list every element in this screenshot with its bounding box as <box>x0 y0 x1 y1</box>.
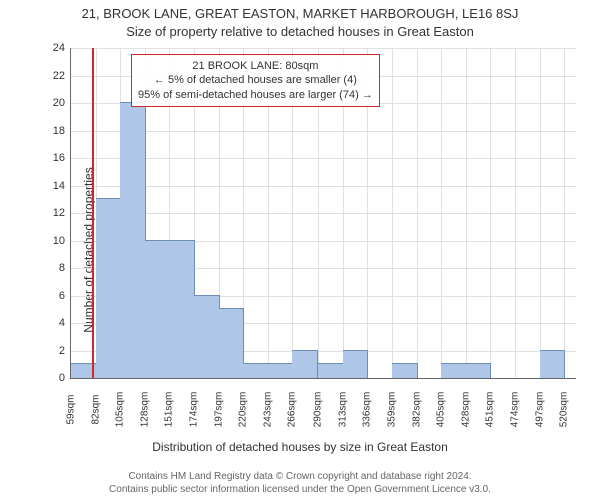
annotation-line-2: ← 5% of detached houses are smaller (4) <box>138 73 373 87</box>
histogram-bar <box>292 350 318 379</box>
x-tick: 174sqm <box>189 392 200 428</box>
histogram-bar <box>219 308 245 378</box>
x-tick: 220sqm <box>238 392 249 428</box>
histogram-bar <box>268 363 294 378</box>
chart-footer: Contains HM Land Registry data © Crown c… <box>0 471 600 496</box>
y-tick: 4 <box>59 317 65 329</box>
x-tick: 451sqm <box>485 392 496 428</box>
x-tick: 428sqm <box>460 392 471 428</box>
property-marker-line <box>92 48 94 378</box>
x-tick: 520sqm <box>559 392 570 428</box>
histogram-bar <box>318 363 344 378</box>
y-tick: 24 <box>53 42 65 54</box>
gridline-v <box>417 48 418 378</box>
annotation-line-1: 21 BROOK LANE: 80sqm <box>138 59 373 73</box>
y-tick: 6 <box>59 290 65 302</box>
x-tick: 290sqm <box>313 392 324 428</box>
histogram-bar <box>145 240 171 379</box>
gridline-h <box>71 48 576 49</box>
gridline-v <box>490 48 491 378</box>
x-tick: 82sqm <box>90 394 101 424</box>
histogram-bar <box>120 102 146 378</box>
annotation-line-3: 95% of semi-detached houses are larger (… <box>138 88 373 102</box>
histogram-bar <box>392 363 418 378</box>
gridline-v <box>392 48 393 378</box>
x-tick: 128sqm <box>139 392 150 428</box>
histogram-bar <box>96 198 122 378</box>
chart-subtitle: Size of property relative to detached ho… <box>0 24 600 39</box>
gridline-v <box>466 48 467 378</box>
y-tick: 10 <box>53 235 65 247</box>
y-tick: 22 <box>53 70 65 82</box>
x-tick: 151sqm <box>164 392 175 428</box>
x-tick: 266sqm <box>287 392 298 428</box>
histogram-bar <box>243 363 269 378</box>
x-tick: 359sqm <box>386 392 397 428</box>
gridline-v <box>540 48 541 378</box>
histogram-bar <box>540 350 566 379</box>
x-tick: 405sqm <box>436 392 447 428</box>
x-tick: 336sqm <box>362 392 373 428</box>
histogram-bar <box>343 350 369 379</box>
histogram-bar <box>194 295 220 379</box>
gridline-h <box>71 213 576 214</box>
chart-annotation: 21 BROOK LANE: 80sqm ← 5% of detached ho… <box>131 54 380 107</box>
x-axis-label: Distribution of detached houses by size … <box>0 440 600 454</box>
y-tick: 14 <box>53 180 65 192</box>
x-tick: 243sqm <box>262 392 273 428</box>
chart-plot-area: 02468101214161820222459sqm82sqm105sqm128… <box>70 48 576 379</box>
gridline-v <box>441 48 442 378</box>
footer-copyright-1: Contains HM Land Registry data © Crown c… <box>0 471 600 484</box>
x-tick: 105sqm <box>115 392 126 428</box>
y-tick: 8 <box>59 262 65 274</box>
x-tick: 197sqm <box>213 392 224 428</box>
gridline-h <box>71 131 576 132</box>
x-tick: 59sqm <box>66 394 77 424</box>
y-tick: 2 <box>59 345 65 357</box>
y-tick: 20 <box>53 97 65 109</box>
gridline-h <box>71 158 576 159</box>
y-tick: 18 <box>53 125 65 137</box>
gridline-v <box>515 48 516 378</box>
x-tick: 382sqm <box>411 392 422 428</box>
y-tick: 16 <box>53 152 65 164</box>
histogram-bar <box>169 240 195 379</box>
y-tick: 0 <box>59 372 65 384</box>
x-tick: 497sqm <box>534 392 545 428</box>
histogram-bar <box>441 363 467 378</box>
footer-copyright-2: Contains public sector information licen… <box>0 484 600 497</box>
x-tick: 474sqm <box>510 392 521 428</box>
gridline-h <box>71 186 576 187</box>
x-tick: 313sqm <box>337 392 348 428</box>
histogram-bar <box>466 363 492 378</box>
y-tick: 12 <box>53 207 65 219</box>
chart-address-title: 21, BROOK LANE, GREAT EASTON, MARKET HAR… <box>0 6 600 21</box>
gridline-v <box>564 48 565 378</box>
